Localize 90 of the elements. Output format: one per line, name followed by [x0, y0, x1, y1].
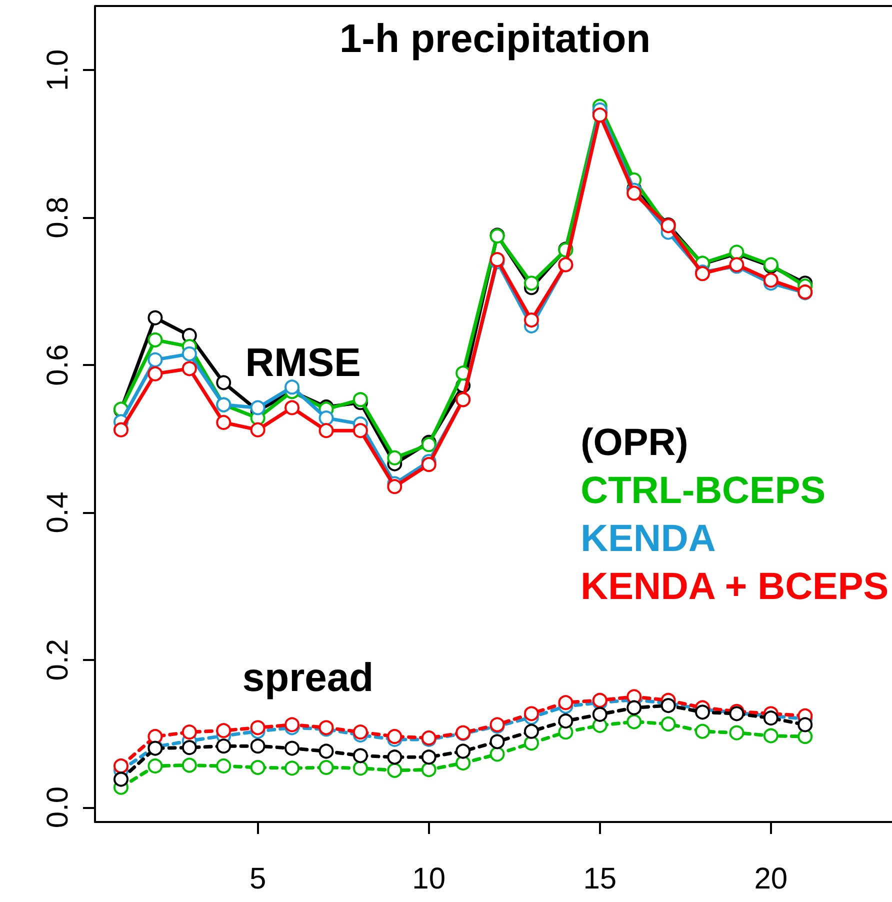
point	[250, 738, 266, 754]
point	[524, 724, 539, 739]
point	[148, 728, 163, 744]
point	[250, 400, 266, 416]
point	[524, 706, 539, 722]
point	[626, 714, 642, 730]
point	[216, 414, 232, 430]
point	[114, 422, 128, 438]
point	[284, 740, 300, 756]
point	[284, 400, 300, 416]
x-tick-label: 5	[249, 862, 266, 896]
point	[490, 734, 505, 750]
point	[626, 700, 642, 716]
point	[284, 380, 300, 395]
point	[592, 108, 608, 123]
point	[148, 366, 163, 382]
y-tick-label: 0.8	[42, 196, 74, 238]
point	[592, 706, 608, 722]
chart-title: 1-h precipitation	[339, 17, 651, 61]
point	[352, 748, 368, 764]
point	[558, 695, 574, 710]
point	[182, 724, 197, 740]
point	[387, 750, 402, 765]
point	[352, 760, 368, 776]
point	[798, 717, 813, 732]
point	[148, 352, 163, 368]
point	[284, 760, 300, 776]
text: (OPR)	[580, 422, 688, 464]
point	[524, 276, 539, 291]
point	[352, 724, 368, 740]
y-tick-label: 0.0	[42, 786, 74, 828]
point	[148, 758, 163, 774]
point	[216, 723, 232, 738]
point	[592, 692, 608, 708]
annotation: RMSE	[245, 341, 361, 385]
point	[250, 720, 266, 736]
point	[284, 717, 300, 732]
point	[148, 310, 163, 326]
text: KENDA + BCEPS	[580, 566, 889, 608]
point	[250, 422, 266, 438]
point	[318, 410, 334, 426]
point	[695, 724, 710, 739]
point	[763, 272, 778, 288]
point	[318, 760, 334, 775]
point	[626, 186, 642, 201]
text: CTRL-BCEPS	[580, 470, 826, 512]
point	[660, 698, 676, 714]
point	[524, 736, 539, 751]
point	[182, 346, 197, 362]
point	[318, 744, 334, 759]
point	[182, 758, 197, 773]
y-tick-label: 0.2	[42, 638, 74, 681]
point	[660, 716, 676, 732]
point	[352, 423, 368, 438]
x-tick-label: 15	[583, 862, 617, 896]
point	[182, 361, 197, 376]
point	[182, 740, 197, 756]
point	[490, 746, 505, 762]
point	[114, 758, 128, 774]
point	[387, 728, 402, 744]
x-tick-label: 20	[754, 862, 788, 896]
point	[387, 479, 402, 494]
point	[148, 332, 163, 348]
point	[387, 450, 402, 466]
point	[763, 710, 778, 726]
point	[216, 758, 232, 774]
point	[114, 772, 128, 787]
y-tick-label: 0.6	[42, 344, 74, 386]
point	[421, 437, 436, 452]
point	[456, 744, 471, 759]
point	[456, 756, 471, 771]
point	[250, 760, 266, 775]
point	[216, 738, 232, 754]
text: KENDA	[580, 518, 716, 560]
point	[421, 762, 436, 778]
point	[558, 714, 574, 729]
point	[763, 728, 778, 744]
annotation: spread	[242, 656, 374, 700]
point	[729, 725, 744, 740]
point	[524, 312, 539, 328]
y-tick-label: 1.0	[42, 49, 74, 91]
point	[798, 728, 813, 744]
point	[387, 762, 402, 778]
y-tick-label: 0.4	[42, 492, 74, 534]
point	[695, 704, 710, 720]
point	[216, 375, 232, 390]
x-tick-label: 10	[412, 862, 446, 896]
point	[421, 750, 436, 765]
point	[318, 423, 334, 438]
point	[352, 392, 368, 408]
